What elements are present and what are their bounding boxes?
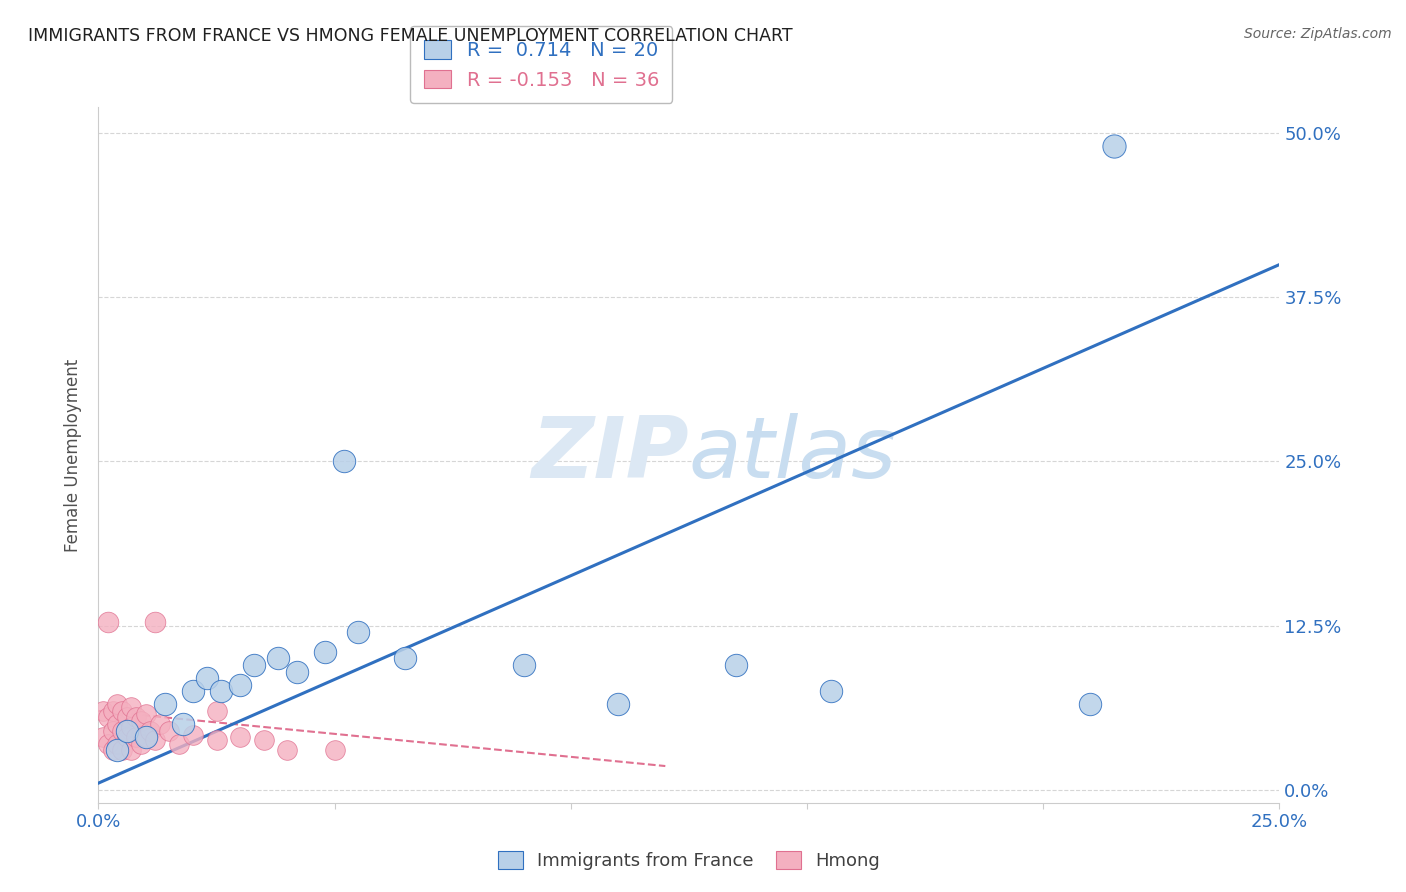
Point xyxy=(267,651,290,665)
Point xyxy=(209,684,232,698)
Point xyxy=(129,714,152,729)
Point xyxy=(205,732,228,747)
Point xyxy=(195,671,218,685)
Point xyxy=(105,743,128,757)
Text: ZIP: ZIP xyxy=(531,413,689,497)
Point xyxy=(143,615,166,629)
Point xyxy=(121,743,143,757)
Point xyxy=(111,743,134,757)
Point xyxy=(135,730,157,744)
Point xyxy=(111,704,134,718)
Point xyxy=(181,684,204,698)
Point xyxy=(97,710,120,724)
Point xyxy=(97,737,120,751)
Legend: Immigrants from France, Hmong: Immigrants from France, Hmong xyxy=(491,844,887,877)
Point xyxy=(205,704,228,718)
Point xyxy=(115,710,138,724)
Point xyxy=(172,717,194,731)
Point xyxy=(135,730,157,744)
Point xyxy=(229,678,252,692)
Text: Source: ZipAtlas.com: Source: ZipAtlas.com xyxy=(1244,27,1392,41)
Point xyxy=(512,657,534,672)
Point xyxy=(157,723,180,738)
Point xyxy=(111,723,134,738)
Point xyxy=(167,737,190,751)
Point xyxy=(105,717,128,731)
Point xyxy=(820,684,842,698)
Point xyxy=(229,730,252,744)
Point xyxy=(135,706,157,721)
Point xyxy=(253,732,276,747)
Point xyxy=(97,615,120,629)
Point xyxy=(314,645,336,659)
Point xyxy=(101,743,124,757)
Point xyxy=(115,730,138,744)
Point xyxy=(121,720,143,734)
Point xyxy=(121,700,143,714)
Point xyxy=(149,717,172,731)
Point xyxy=(91,704,114,718)
Point xyxy=(181,727,204,741)
Text: atlas: atlas xyxy=(689,413,897,497)
Point xyxy=(101,723,124,738)
Point xyxy=(101,704,124,718)
Point xyxy=(115,723,138,738)
Point xyxy=(1102,139,1125,153)
Point xyxy=(394,651,416,665)
Point xyxy=(91,730,114,744)
Point xyxy=(125,730,148,744)
Y-axis label: Female Unemployment: Female Unemployment xyxy=(65,359,83,551)
Point xyxy=(347,625,370,640)
Point xyxy=(276,743,298,757)
Point xyxy=(725,657,748,672)
Point xyxy=(105,698,128,712)
Point xyxy=(125,710,148,724)
Text: IMMIGRANTS FROM FRANCE VS HMONG FEMALE UNEMPLOYMENT CORRELATION CHART: IMMIGRANTS FROM FRANCE VS HMONG FEMALE U… xyxy=(28,27,793,45)
Point xyxy=(243,657,266,672)
Point xyxy=(105,737,128,751)
Point xyxy=(129,737,152,751)
Point xyxy=(153,698,176,712)
Point xyxy=(323,743,346,757)
Point xyxy=(285,665,308,679)
Point xyxy=(333,454,356,468)
Point xyxy=(1080,698,1102,712)
Point xyxy=(139,723,162,738)
Point xyxy=(607,698,630,712)
Point xyxy=(143,732,166,747)
